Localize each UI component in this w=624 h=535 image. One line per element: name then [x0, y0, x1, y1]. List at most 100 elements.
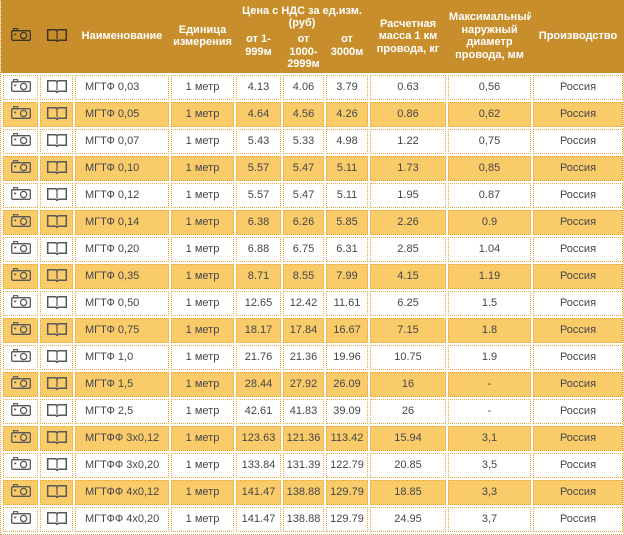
price-tier2-cell: 12.42 [283, 290, 324, 316]
production-cell: Россия [533, 398, 623, 424]
mass-cell: 2.85 [370, 236, 446, 262]
unit-cell: 1 метр [171, 290, 234, 316]
product-name-cell: МГТФФ 4х0,20 [75, 506, 169, 532]
photo-link-cell[interactable] [3, 344, 38, 370]
production-cell: Россия [533, 155, 623, 181]
datasheet-link-cell[interactable] [40, 479, 73, 505]
production-cell: Россия [533, 371, 623, 397]
photo-link-cell[interactable] [3, 398, 38, 424]
table-row: МГТФ 1,0 1 метр 21.76 21.36 19.96 10.75 … [3, 344, 623, 370]
photo-link-cell[interactable] [3, 101, 38, 127]
table-row: МГТФ 0,03 1 метр 4.13 4.06 3.79 0.63 0,5… [3, 74, 623, 100]
datasheet-link-cell[interactable] [40, 452, 73, 478]
book-icon [46, 295, 68, 309]
unit-cell: 1 метр [171, 317, 234, 343]
mass-cell: 1.95 [370, 182, 446, 208]
photo-link-cell[interactable] [3, 425, 38, 451]
product-name-cell: МГТФФ 3х0,12 [75, 425, 169, 451]
price-tier1-cell: 28.44 [236, 371, 281, 397]
datasheet-link-cell[interactable] [40, 263, 73, 289]
photo-link-cell[interactable] [3, 263, 38, 289]
unit-cell: 1 метр [171, 128, 234, 154]
price-tier3-cell: 129.79 [326, 506, 368, 532]
unit-cell: 1 метр [171, 74, 234, 100]
diameter-cell: - [448, 398, 531, 424]
diameter-cell: 1.5 [448, 290, 531, 316]
table-row: МГТФ 0,50 1 метр 12.65 12.42 11.61 6.25 … [3, 290, 623, 316]
table-row: МГТФ 0,10 1 метр 5.57 5.47 5.11 1.73 0,8… [3, 155, 623, 181]
price-tier1-cell: 5.57 [236, 155, 281, 181]
camera-icon [10, 457, 31, 471]
unit-cell: 1 метр [171, 182, 234, 208]
table-body-table: МГТФ 0,03 1 метр 4.13 4.06 3.79 0.63 0,5… [1, 73, 624, 534]
production-cell: Россия [533, 506, 623, 532]
datasheet-link-cell[interactable] [40, 506, 73, 532]
datasheet-link-cell[interactable] [40, 209, 73, 235]
price-tier1-cell: 12.65 [236, 290, 281, 316]
photo-link-cell[interactable] [3, 371, 38, 397]
datasheet-link-cell[interactable] [40, 128, 73, 154]
unit-cell: 1 метр [171, 209, 234, 235]
table-row: МГТФ 0,14 1 метр 6.38 6.26 5.85 2.26 0.9… [3, 209, 623, 235]
datasheet-link-cell[interactable] [40, 317, 73, 343]
product-name-cell: МГТФ 0,05 [75, 101, 169, 127]
production-cell: Россия [533, 182, 623, 208]
datasheet-link-cell[interactable] [40, 398, 73, 424]
product-name-cell: МГТФ 0,75 [75, 317, 169, 343]
price-tier1-cell: 6.88 [236, 236, 281, 262]
mass-cell: 2.26 [370, 209, 446, 235]
datasheet-link-cell[interactable] [40, 344, 73, 370]
photo-link-cell[interactable] [3, 290, 38, 316]
photo-link-cell[interactable] [3, 479, 38, 505]
photo-link-cell[interactable] [3, 182, 38, 208]
datasheet-link-cell[interactable] [40, 236, 73, 262]
price-tier2-cell: 17.84 [283, 317, 324, 343]
book-icon [46, 268, 68, 282]
book-icon [46, 241, 68, 255]
column-header-mass: Расчетная масса 1 км провода, кг [370, 2, 447, 71]
mass-cell: 4.15 [370, 263, 446, 289]
book-icon [46, 133, 68, 147]
column-header-production: Производство [533, 2, 624, 71]
price-tier3-cell: 5.85 [326, 209, 368, 235]
mass-cell: 1.73 [370, 155, 446, 181]
datasheet-link-cell[interactable] [40, 371, 73, 397]
camera-icon [10, 214, 31, 228]
price-tier1-cell: 6.38 [236, 209, 281, 235]
datasheet-link-cell[interactable] [40, 425, 73, 451]
diameter-cell: 0,85 [448, 155, 531, 181]
production-cell: Россия [533, 317, 623, 343]
photo-link-cell[interactable] [3, 74, 38, 100]
photo-link-cell[interactable] [3, 452, 38, 478]
unit-cell: 1 метр [171, 506, 234, 532]
diameter-cell: 1.19 [448, 263, 531, 289]
datasheet-link-cell[interactable] [40, 182, 73, 208]
diameter-cell: 3,5 [448, 452, 531, 478]
book-icon [46, 187, 68, 201]
price-tier1-cell: 18.17 [236, 317, 281, 343]
price-tier2-cell: 138.88 [283, 506, 324, 532]
datasheet-link-cell[interactable] [40, 155, 73, 181]
datasheet-link-cell[interactable] [40, 101, 73, 127]
price-tier3-cell: 39.09 [326, 398, 368, 424]
datasheet-link-cell[interactable] [40, 290, 73, 316]
photo-link-cell[interactable] [3, 236, 38, 262]
column-header-diameter: Максимальный наружный диаметр провода, м… [448, 2, 532, 71]
photo-link-cell[interactable] [3, 317, 38, 343]
unit-cell: 1 метр [171, 263, 234, 289]
datasheet-column-header [40, 2, 73, 71]
photo-link-cell[interactable] [3, 128, 38, 154]
table-row: МГТФФ 3х0,12 1 метр 123.63 121.36 113.42… [3, 425, 623, 451]
product-name-cell: МГТФ 0,20 [75, 236, 169, 262]
datasheet-link-cell[interactable] [40, 74, 73, 100]
table-row: МГТФ 0,35 1 метр 8.71 8.55 7.99 4.15 1.1… [3, 263, 623, 289]
product-name-cell: МГТФ 0,03 [75, 74, 169, 100]
photo-link-cell[interactable] [3, 506, 38, 532]
photo-column-header [3, 2, 38, 71]
book-icon [46, 28, 68, 42]
production-cell: Россия [533, 263, 623, 289]
photo-link-cell[interactable] [3, 209, 38, 235]
price-tier1-cell: 133.84 [236, 452, 281, 478]
photo-link-cell[interactable] [3, 155, 38, 181]
